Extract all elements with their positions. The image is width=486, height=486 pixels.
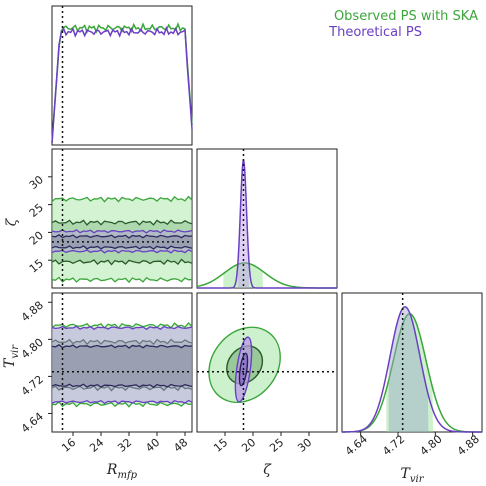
band-edge (51, 344, 193, 349)
band-edge (51, 234, 193, 239)
x-tick-label: 40 (143, 436, 162, 455)
x-tick-label: 30 (295, 436, 314, 455)
y-tick-label: 30 (27, 173, 46, 192)
panel-rmfp-tvir (51, 292, 193, 433)
band-edge (51, 276, 193, 284)
y-axis-label-zeta: ζ (4, 217, 20, 226)
x-tick-label: 32 (115, 436, 134, 455)
panel-frame (51, 5, 193, 146)
panel-frame (341, 292, 483, 433)
y-tick-label: 15 (27, 257, 46, 276)
panel-zeta-tvir (196, 292, 338, 433)
y-axis-label-tvir: Tvir (2, 344, 21, 368)
x-tick-label: 16 (59, 436, 78, 455)
band-edge (51, 258, 193, 266)
x-tick-label: 4.80 (418, 432, 445, 458)
x-tick-label: 4.72 (380, 432, 407, 458)
legend-entry-theoretical: Theoretical PS (328, 25, 422, 40)
band-edge (51, 195, 193, 203)
x-tick-label: 20 (239, 436, 258, 455)
x-tick-label: 15 (211, 436, 230, 455)
y-tick-label: 20 (27, 229, 46, 248)
panel-rmfp-zeta (51, 148, 193, 289)
y-tick-label: 4.64 (19, 410, 46, 436)
band-1sigma-theoretical (52, 344, 192, 388)
hist-band-theoretical (388, 306, 429, 432)
x-tick-label: 24 (87, 436, 106, 455)
panel-frame (51, 148, 193, 289)
y-tick-label: 4.88 (19, 299, 46, 325)
band-edge (51, 338, 193, 346)
hist-line-observed (51, 21, 193, 144)
band-edge (51, 399, 193, 405)
panel-rmfp-hist (51, 5, 193, 146)
x-tick-label: 4.88 (455, 432, 482, 458)
panel-frame (196, 292, 338, 433)
x-tick-label: 48 (171, 436, 190, 455)
hist-line-theoretical (197, 158, 337, 289)
y-tick-label: 25 (27, 201, 46, 220)
panel-tvir-hist (341, 292, 483, 433)
hist-line-observed (196, 262, 337, 289)
x-axis-label-zeta: ζ (263, 462, 272, 478)
hist-line-theoretical (51, 25, 193, 144)
hist-line-theoretical (342, 306, 482, 433)
band-edge (51, 400, 193, 408)
band-edge (51, 322, 193, 329)
band-edge (51, 249, 193, 254)
panel-zeta-hist (196, 148, 338, 289)
panel-frame (196, 148, 338, 289)
x-tick-label: 25 (267, 436, 286, 455)
band-edge (51, 219, 193, 226)
band-edge (51, 325, 193, 331)
legend: Observed PS with SKA Theoretical PS (328, 9, 478, 40)
x-axis-label-rmfp: Rmfp (106, 462, 138, 481)
legend-entry-observed: Observed PS with SKA (334, 9, 478, 24)
band-1sigma-observed (52, 339, 192, 391)
y-tick-label: 4.80 (19, 336, 46, 362)
band-edge (51, 245, 193, 250)
x-tick-label: 4.64 (343, 432, 370, 458)
panels: 16 24 32 40 48 15 20 25 30 4.64 4.72 4.80 4.88 15 20 25… (2, 5, 483, 485)
panel-frame (51, 292, 193, 433)
x-axis-label-tvir: Tvir (401, 466, 425, 485)
y-tick-label: 4.72 (19, 373, 46, 399)
band-edge (51, 383, 193, 389)
band-edge (51, 229, 193, 234)
